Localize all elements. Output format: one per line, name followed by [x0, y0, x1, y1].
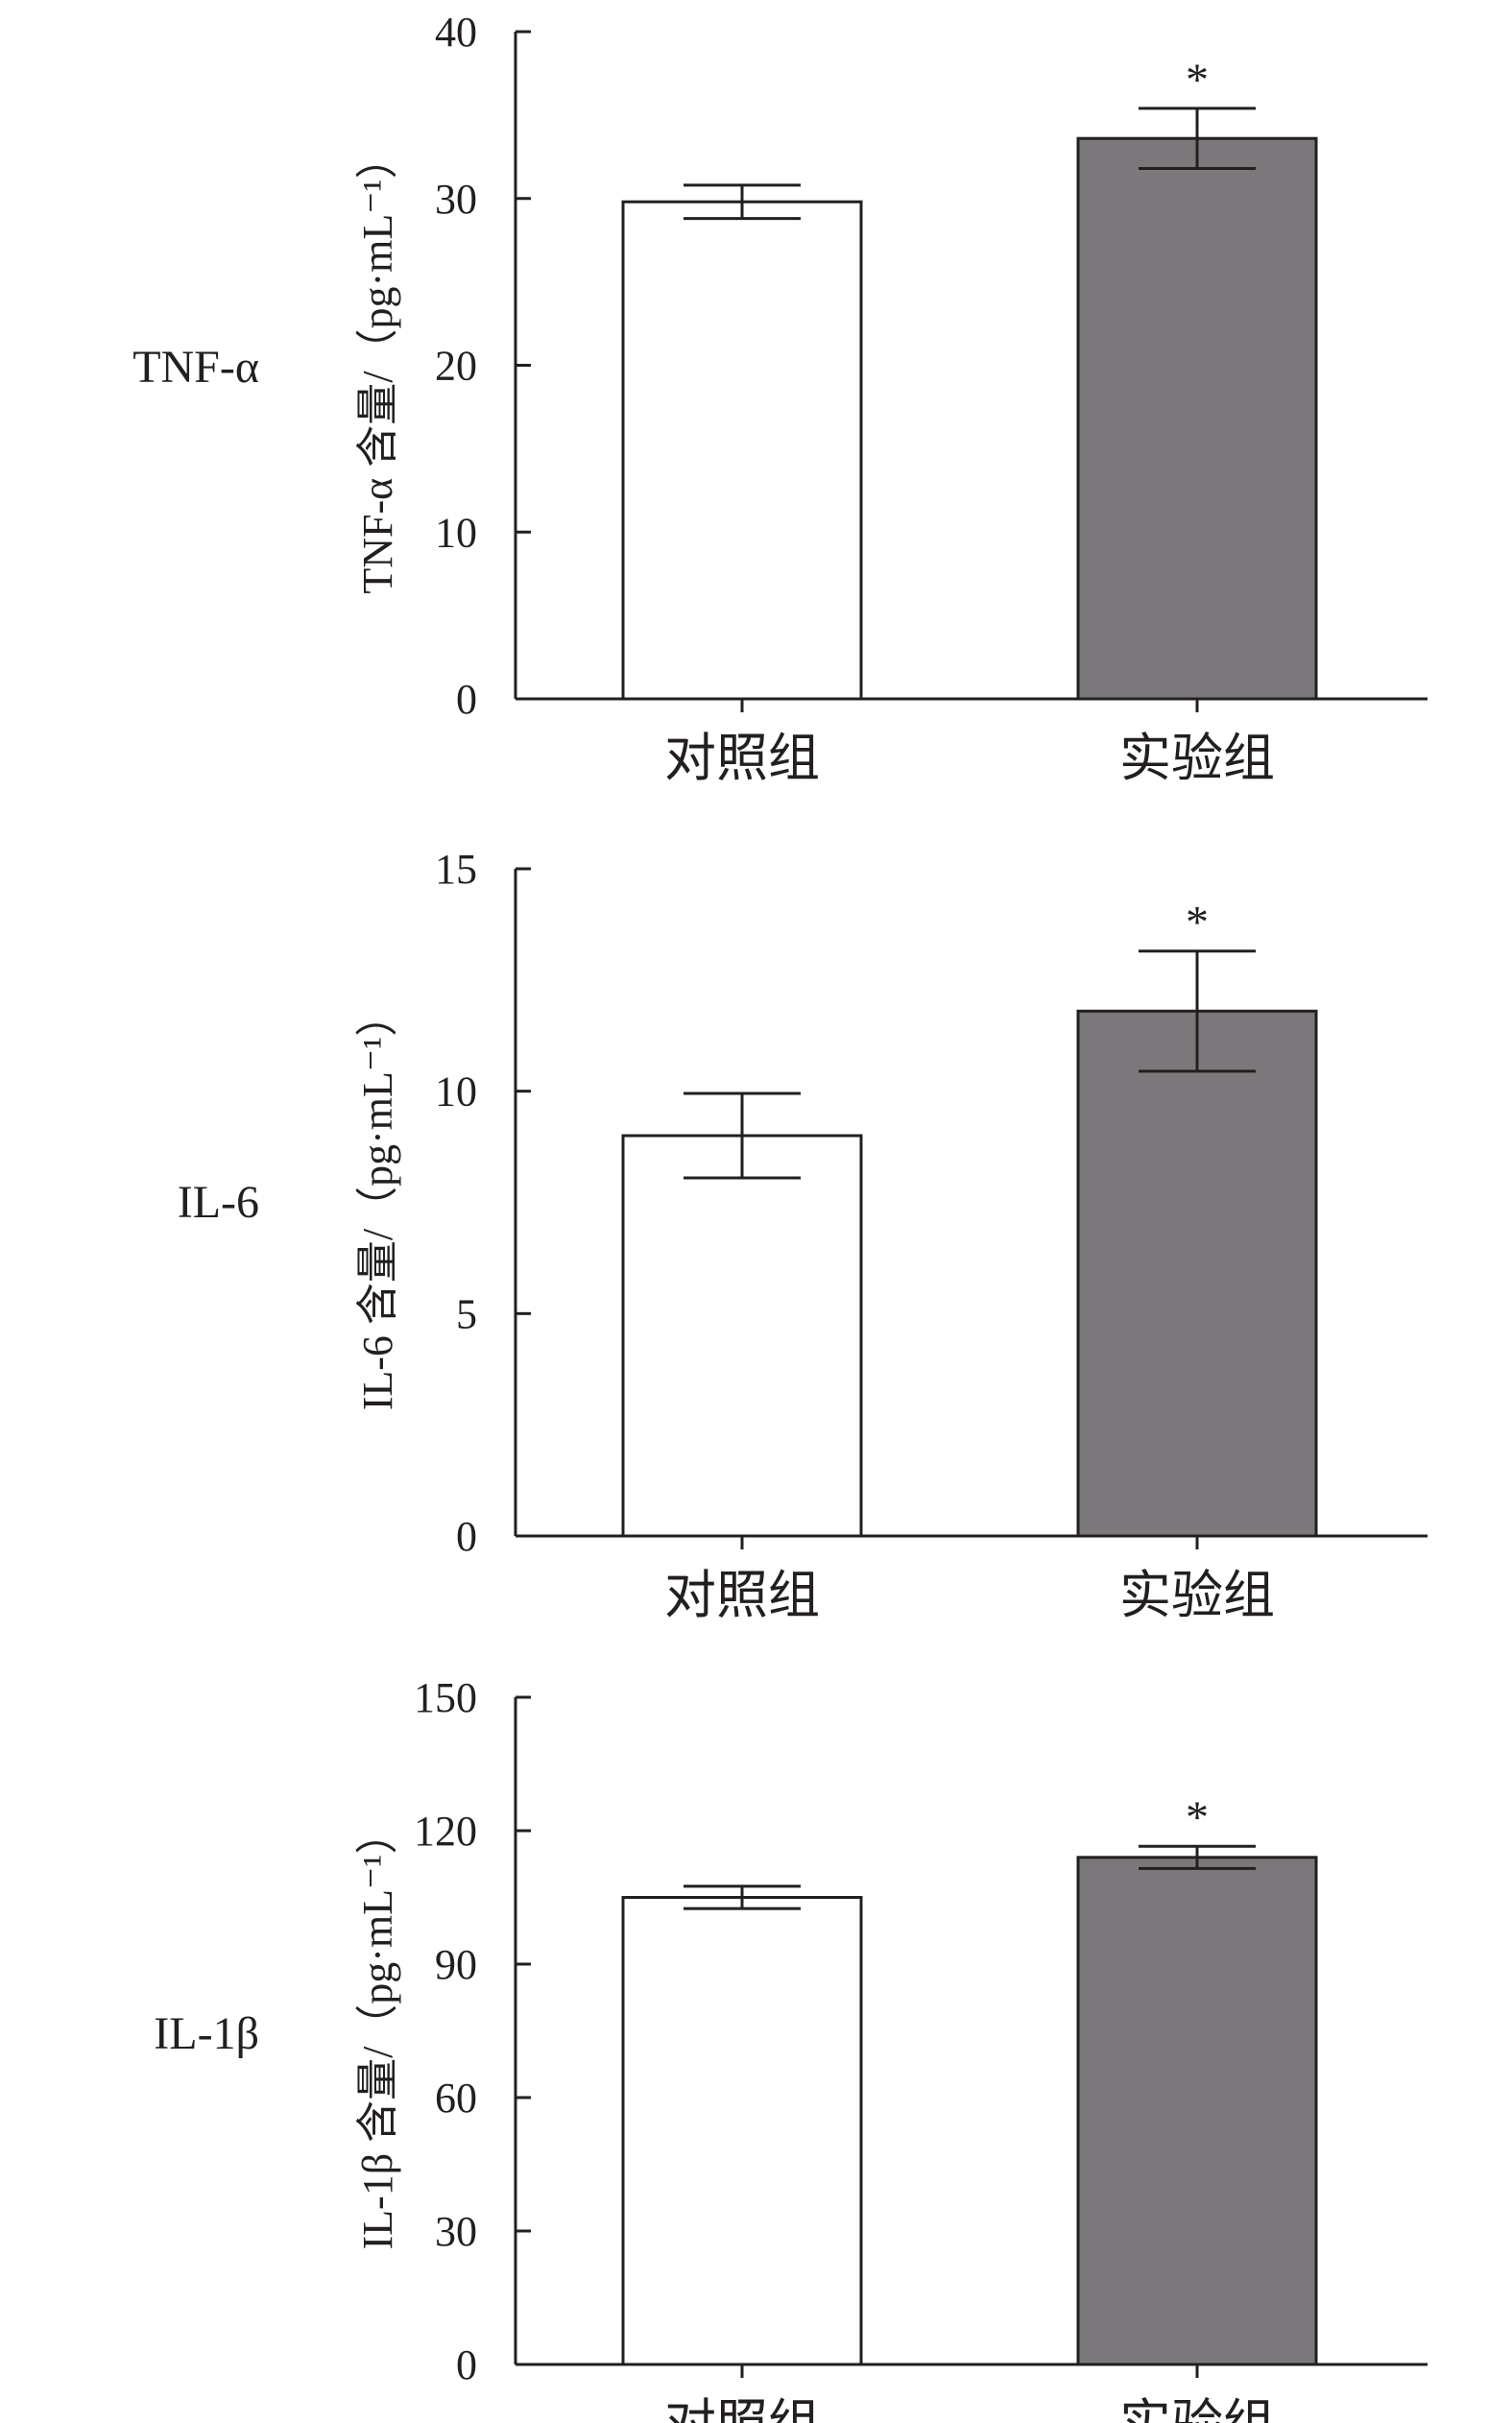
bar: [621, 1896, 863, 2366]
x-category-label: 对照组: [664, 730, 820, 787]
y-tick-label: 10: [435, 509, 477, 556]
y-axis-label: IL-1β 含量/（pg·mL⁻¹）: [354, 1812, 401, 2250]
significance-mark: *: [1186, 898, 1209, 948]
y-tick-label: 0: [456, 2341, 477, 2388]
y-tick-label: 10: [435, 1068, 477, 1116]
y-tick-label: 60: [435, 2075, 477, 2122]
x-category-label: 实验组: [1119, 730, 1275, 787]
significance-mark: *: [1186, 55, 1209, 106]
y-tick-label: 120: [414, 1808, 477, 1855]
x-category-label: 对照组: [664, 1567, 820, 1624]
bar: [621, 1134, 863, 1538]
y-tick-label: 5: [456, 1290, 477, 1337]
y-tick-label: 40: [435, 9, 477, 56]
y-axis-label: TNF-α 含量/（pg·mL⁻¹）: [354, 136, 401, 593]
y-tick-label: 30: [435, 2208, 477, 2255]
y-tick-label: 15: [435, 846, 477, 893]
bar: [1076, 1009, 1318, 1538]
bar: [1076, 1856, 1318, 2366]
x-category-label: 实验组: [1119, 2395, 1275, 2423]
y-axis-label: IL-6 含量/（pg·mL⁻¹）: [354, 995, 401, 1411]
bar: [621, 200, 863, 701]
x-category-label: 对照组: [664, 2395, 820, 2423]
significance-mark: *: [1186, 1792, 1209, 1843]
y-tick-label: 0: [456, 1513, 477, 1560]
y-tick-label: 150: [414, 1674, 477, 1721]
bar: [1076, 136, 1318, 701]
y-tick-label: 30: [435, 176, 477, 223]
panel-side-label: TNF-α: [132, 342, 259, 393]
y-tick-label: 0: [456, 676, 477, 723]
y-tick-label: 20: [435, 343, 477, 390]
panel-side-label: IL-1β: [154, 2008, 259, 2059]
y-tick-label: 90: [435, 1941, 477, 1988]
x-category-label: 实验组: [1119, 1567, 1275, 1624]
panel-side-label: IL-6: [178, 1177, 259, 1228]
